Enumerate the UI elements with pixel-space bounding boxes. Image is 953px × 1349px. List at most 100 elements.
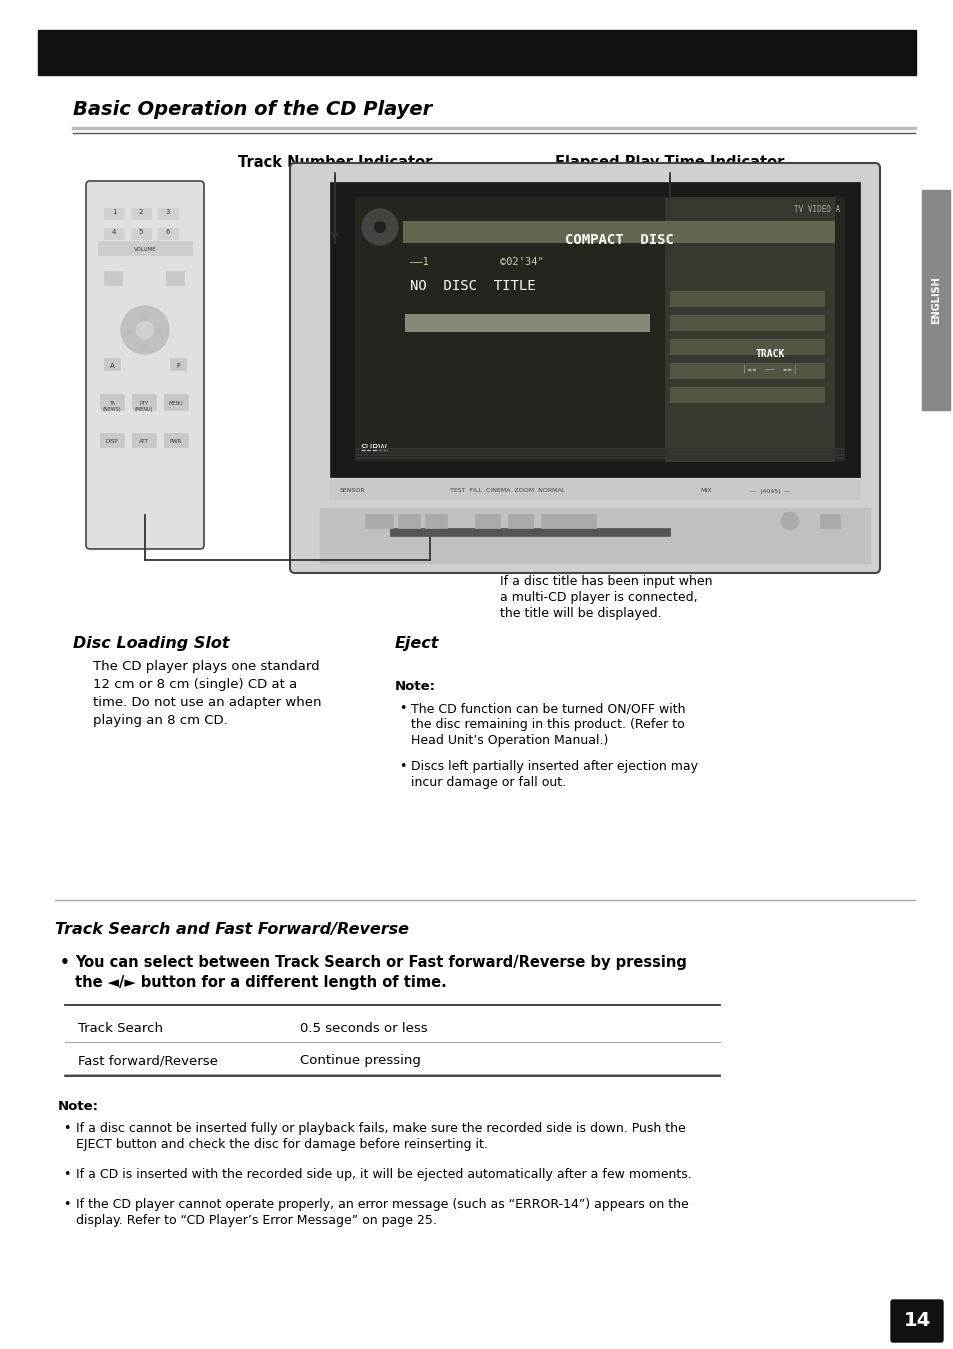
Text: VOLUME: VOLUME [133, 247, 156, 252]
Text: 5: 5 [139, 229, 143, 235]
Bar [365, 514, 393, 527]
Bar [132, 394, 156, 410]
Text: A: A [110, 363, 114, 370]
Text: Track Search: Track Search [78, 1023, 163, 1035]
Bar [355, 457, 844, 459]
Text: Track Search and Fast Forward/Reverse: Track Search and Fast Forward/Reverse [55, 921, 409, 938]
Text: TRACK: TRACK [755, 349, 784, 359]
Bar [164, 433, 188, 447]
Bar [38, 30, 915, 76]
Text: 12 cm or 8 cm (single) CD at a: 12 cm or 8 cm (single) CD at a [92, 679, 297, 691]
Text: —  |4045|  —: — |4045| — [749, 488, 790, 494]
Text: 1: 1 [112, 209, 116, 214]
Text: DISP: DISP [106, 438, 118, 444]
Bar [355, 448, 844, 451]
Bar [140, 344, 146, 349]
Text: •: • [63, 1198, 71, 1211]
Bar [100, 394, 124, 410]
Bar [104, 357, 120, 370]
Bar [397, 514, 419, 527]
Text: display. Refer to “CD Player’s Error Message” on page 25.: display. Refer to “CD Player’s Error Mes… [76, 1214, 436, 1228]
Bar [664, 197, 834, 461]
Text: the ◄/► button for a different length of time.: the ◄/► button for a different length of… [75, 975, 446, 990]
Text: ©02'34": ©02'34" [499, 258, 543, 267]
Text: |◄◄  ——  ►►|: |◄◄ —— ►►| [741, 366, 797, 374]
Text: TA
(NEWS): TA (NEWS) [103, 401, 121, 411]
Bar [158, 228, 178, 239]
Bar [355, 197, 844, 461]
Bar [402, 221, 834, 243]
Text: 14: 14 [902, 1311, 929, 1330]
Bar [98, 241, 192, 255]
Bar [104, 208, 124, 219]
Text: If a disc title has been input when: If a disc title has been input when [499, 575, 712, 588]
Text: 3: 3 [166, 209, 170, 214]
Text: •: • [60, 955, 70, 970]
Text: ——1: ——1 [410, 258, 428, 267]
Bar [164, 394, 188, 410]
Bar [355, 451, 844, 453]
Bar [669, 363, 824, 379]
Text: Disc Loading Slot: Disc Loading Slot [73, 635, 230, 652]
Bar [424, 514, 447, 527]
Bar [166, 271, 184, 285]
Bar [669, 316, 824, 331]
Text: time. Do not use an adapter when: time. Do not use an adapter when [92, 696, 321, 710]
Bar [820, 514, 840, 527]
Text: •: • [63, 1122, 71, 1135]
Text: MENU: MENU [169, 401, 183, 406]
Text: Head Unit’s Operation Manual.): Head Unit’s Operation Manual.) [411, 734, 608, 747]
Text: COMPACT  DISC: COMPACT DISC [564, 233, 673, 247]
Bar [125, 329, 131, 335]
Text: Elapsed Play Time Indicator: Elapsed Play Time Indicator [555, 155, 784, 170]
Bar [405, 314, 649, 332]
Text: •: • [398, 759, 406, 773]
Text: •: • [63, 1168, 71, 1180]
Circle shape [361, 209, 397, 246]
Bar [330, 480, 859, 500]
Text: ATT: ATT [139, 438, 149, 444]
Bar [540, 514, 596, 527]
Text: You can select between Track Search or Fast forward/Reverse by pressing: You can select between Track Search or F… [75, 955, 686, 970]
Bar [131, 208, 151, 219]
Text: incur damage or fall out.: incur damage or fall out. [411, 776, 565, 789]
FancyBboxPatch shape [890, 1300, 942, 1342]
Circle shape [136, 321, 153, 339]
Circle shape [374, 221, 386, 233]
Text: a multi-CD player is connected,: a multi-CD player is connected, [499, 591, 697, 604]
Bar [319, 509, 869, 563]
Text: If a CD is inserted with the recorded side up, it will be ejected automatically : If a CD is inserted with the recorded si… [76, 1168, 691, 1180]
Bar [669, 291, 824, 308]
Bar [140, 314, 146, 320]
Bar [170, 357, 186, 370]
Text: Eject: Eject [395, 635, 439, 652]
Circle shape [781, 513, 799, 530]
Text: 0.5 seconds or less: 0.5 seconds or less [299, 1023, 427, 1035]
Text: The CD player plays one standard: The CD player plays one standard [92, 660, 319, 673]
Text: playing an 8 cm CD.: playing an 8 cm CD. [92, 714, 228, 727]
Text: The CD function can be turned ON/OFF with: The CD function can be turned ON/OFF wit… [411, 701, 685, 715]
Text: NO  DISC  TITLE: NO DISC TITLE [410, 279, 535, 293]
Text: 6: 6 [166, 229, 170, 235]
Bar [330, 182, 859, 478]
Text: MIX: MIX [700, 488, 711, 492]
Text: PTY
(MENU): PTY (MENU) [134, 401, 153, 411]
Text: If a disc cannot be inserted fully or playback fails, make sure the recorded sid: If a disc cannot be inserted fully or pl… [76, 1122, 685, 1135]
Text: Track Number Indicator: Track Number Indicator [237, 155, 432, 170]
Text: TEST  FILL  CINEMA  ZOOM  NORMAL: TEST FILL CINEMA ZOOM NORMAL [450, 488, 565, 492]
Circle shape [121, 306, 169, 353]
Text: EJECT button and check the disc for damage before reinserting it.: EJECT button and check the disc for dama… [76, 1139, 487, 1151]
Text: Note:: Note: [58, 1099, 99, 1113]
Text: the disc remaining in this product. (Refer to: the disc remaining in this product. (Ref… [411, 718, 684, 731]
Text: If the CD player cannot operate properly, an error message (such as “ERROR-14”) : If the CD player cannot operate properly… [76, 1198, 688, 1211]
Text: Discs left partially inserted after ejection may: Discs left partially inserted after ejec… [411, 759, 698, 773]
Bar [158, 208, 178, 219]
Bar [355, 455, 844, 456]
Bar [475, 514, 499, 527]
Bar [100, 433, 124, 447]
Bar [131, 228, 151, 239]
Bar [507, 514, 533, 527]
Text: ENGLISH: ENGLISH [930, 277, 940, 324]
Bar [104, 228, 124, 239]
Text: •: • [398, 701, 406, 715]
